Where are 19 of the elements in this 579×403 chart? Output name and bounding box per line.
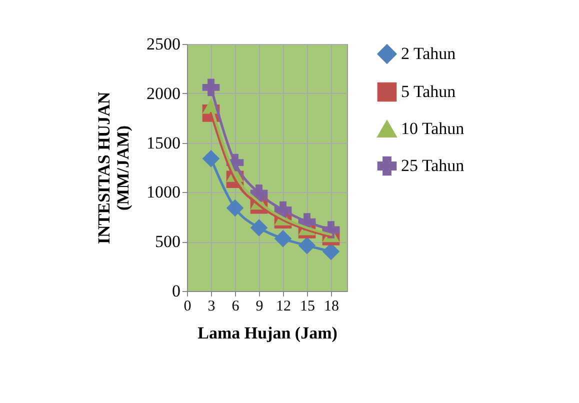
y-tick-label: 2000 bbox=[146, 84, 180, 103]
legend-label: 2 Tahun bbox=[401, 44, 456, 63]
y-axis-title: INTESITAS HUJAN (MM/JAM) bbox=[94, 91, 132, 244]
x-axis-title: Lama Hujan (Jam) bbox=[198, 324, 338, 342]
legend-label: 10 Tahun bbox=[401, 119, 465, 138]
x-tick-label: 18 bbox=[324, 298, 339, 314]
x-tick-label: 12 bbox=[276, 298, 291, 314]
legend-label: 5 Tahun bbox=[401, 82, 456, 101]
y-tick-label: 500 bbox=[155, 232, 180, 252]
x-tick-label: 9 bbox=[256, 298, 264, 314]
x-tick-label: 3 bbox=[208, 298, 216, 314]
y-tick-label: 1000 bbox=[146, 182, 180, 202]
y-tick-label: 0 bbox=[172, 282, 180, 300]
x-tick-label: 0 bbox=[184, 298, 192, 314]
y-tick-label: 1500 bbox=[146, 133, 180, 152]
x-tick-label: 15 bbox=[300, 298, 315, 314]
legend-label: 25 Tahun bbox=[401, 156, 465, 175]
x-tick-label: 6 bbox=[232, 298, 240, 314]
y-tick-label: 2500 bbox=[146, 34, 180, 54]
